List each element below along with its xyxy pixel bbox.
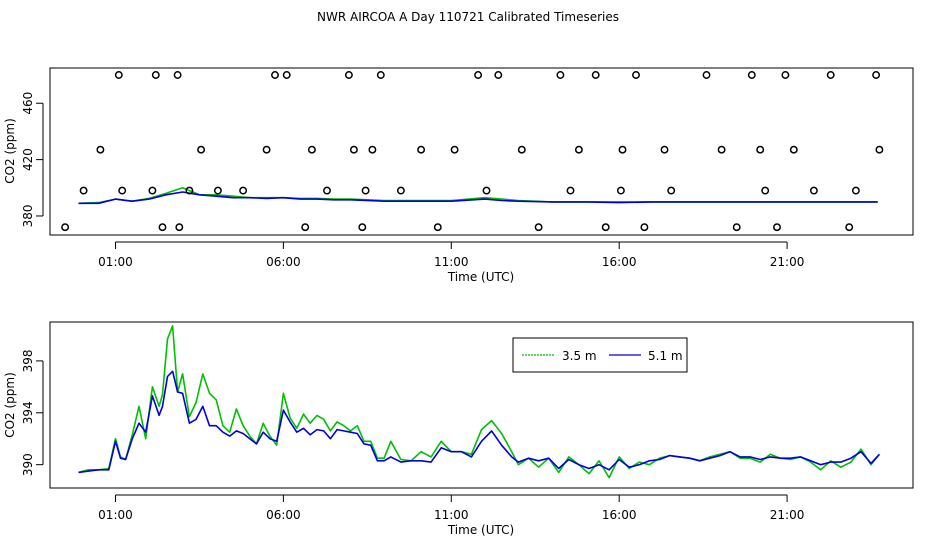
sample-point	[482, 186, 491, 195]
sample-point	[809, 186, 818, 195]
sample-point	[872, 71, 881, 79]
sample-point	[756, 145, 765, 154]
sample-point	[262, 145, 271, 154]
sample-point	[566, 186, 575, 195]
sample-point	[875, 145, 884, 154]
sample-point	[213, 186, 222, 195]
sample-point	[173, 71, 182, 79]
sample-point	[640, 223, 649, 232]
sample-point	[301, 223, 310, 232]
y-tick-label: 390	[21, 453, 35, 476]
x-tick-label: 16:00	[602, 255, 637, 269]
x-tick-label: 21:00	[770, 255, 805, 269]
y-tick-label: 380	[21, 205, 35, 228]
y-tick-label: 398	[21, 349, 35, 372]
sample-point	[148, 186, 157, 195]
axes-group: 01:00 06:00 11:00 16:00 21:00 380 420 460	[21, 92, 804, 269]
sample-point	[358, 223, 367, 232]
sample-point	[239, 186, 248, 195]
sample-point	[197, 145, 206, 154]
sample-point	[79, 186, 88, 195]
sample-point	[747, 71, 756, 79]
sample-point	[717, 145, 726, 154]
plot-frame	[49, 321, 914, 489]
sample-point	[494, 71, 503, 79]
sample-point	[732, 223, 741, 232]
sample-point	[574, 145, 583, 154]
axes-group: 01:00 06:00 11:00 16:00 21:00 390 394 398	[21, 349, 804, 522]
sample-point	[826, 71, 835, 79]
sample-point	[618, 145, 627, 154]
sample-point	[702, 71, 711, 79]
y-axis-title: CO2 (ppm)	[3, 372, 17, 438]
x-tick-label: 01:00	[98, 508, 133, 522]
sample-point	[376, 71, 385, 79]
series-line-5-1-m	[78, 191, 878, 205]
sample-point	[118, 186, 127, 195]
x-axis-title: Time (UTC)	[447, 523, 514, 537]
x-tick-label: 06:00	[266, 508, 301, 522]
sample-point	[761, 186, 770, 195]
x-axis-title: Time (UTC)	[447, 270, 514, 284]
sample-point	[450, 145, 459, 154]
x-tick-label: 11:00	[434, 508, 469, 522]
sample-point	[307, 145, 316, 154]
sample-point	[601, 223, 610, 232]
sample-point	[151, 71, 160, 79]
sample-point	[660, 145, 669, 154]
sample-point	[616, 186, 625, 195]
sample-point	[433, 223, 442, 232]
sample-point	[96, 145, 105, 154]
panel-bottom: 01:00 06:00 11:00 16:00 21:00 390 394 398 Time …	[3, 321, 914, 537]
sample-point	[368, 145, 377, 154]
sample-point	[789, 145, 798, 154]
plot-frame	[49, 67, 914, 236]
sample-point	[556, 71, 565, 79]
sample-point	[323, 186, 331, 195]
sample-point	[417, 145, 426, 154]
sample-point	[185, 186, 194, 195]
chart-title: NWR AIRCOA A Day 110721 Calibrated Times…	[317, 10, 619, 24]
sample-point	[271, 71, 279, 79]
sample-point	[349, 145, 358, 154]
sample-point	[175, 223, 184, 232]
sample-point	[396, 186, 405, 195]
series-line-5-1-m	[78, 370, 880, 474]
y-tick-label: 420	[21, 148, 35, 171]
x-tick-label: 21:00	[770, 508, 805, 522]
x-tick-label: 11:00	[434, 255, 469, 269]
sample-point	[114, 71, 123, 79]
legend-label-5-1m: 5.1 m	[648, 349, 683, 363]
sample-point	[534, 223, 543, 232]
sample-point	[282, 71, 291, 79]
sample-point	[781, 71, 790, 79]
sample-point	[344, 71, 353, 79]
y-tick-label: 394	[21, 401, 35, 424]
sample-point	[845, 223, 854, 232]
x-tick-label: 01:00	[98, 255, 133, 269]
legend-label-3-5m: 3.5 m	[562, 349, 597, 363]
sample-point	[61, 223, 70, 232]
legend: 3.5 m 5.1 m	[512, 337, 688, 373]
sample-point	[667, 186, 676, 195]
series-line-3-5-m	[78, 325, 881, 479]
marks-group	[78, 325, 881, 479]
x-tick-label: 06:00	[266, 255, 301, 269]
sample-point	[158, 223, 167, 232]
sample-point	[517, 145, 526, 154]
sample-point	[851, 186, 860, 195]
sample-point	[361, 186, 370, 195]
sample-point	[591, 71, 600, 79]
sample-point	[474, 71, 483, 79]
sample-point	[632, 71, 640, 79]
x-tick-label: 16:00	[602, 508, 637, 522]
y-tick-label: 460	[21, 92, 35, 115]
sample-point	[773, 223, 781, 232]
panel-top: 01:00 06:00 11:00 16:00 21:00 380 420 460 Time …	[3, 67, 914, 284]
marks-group	[61, 71, 884, 232]
y-axis-title: CO2 (ppm)	[3, 118, 17, 184]
